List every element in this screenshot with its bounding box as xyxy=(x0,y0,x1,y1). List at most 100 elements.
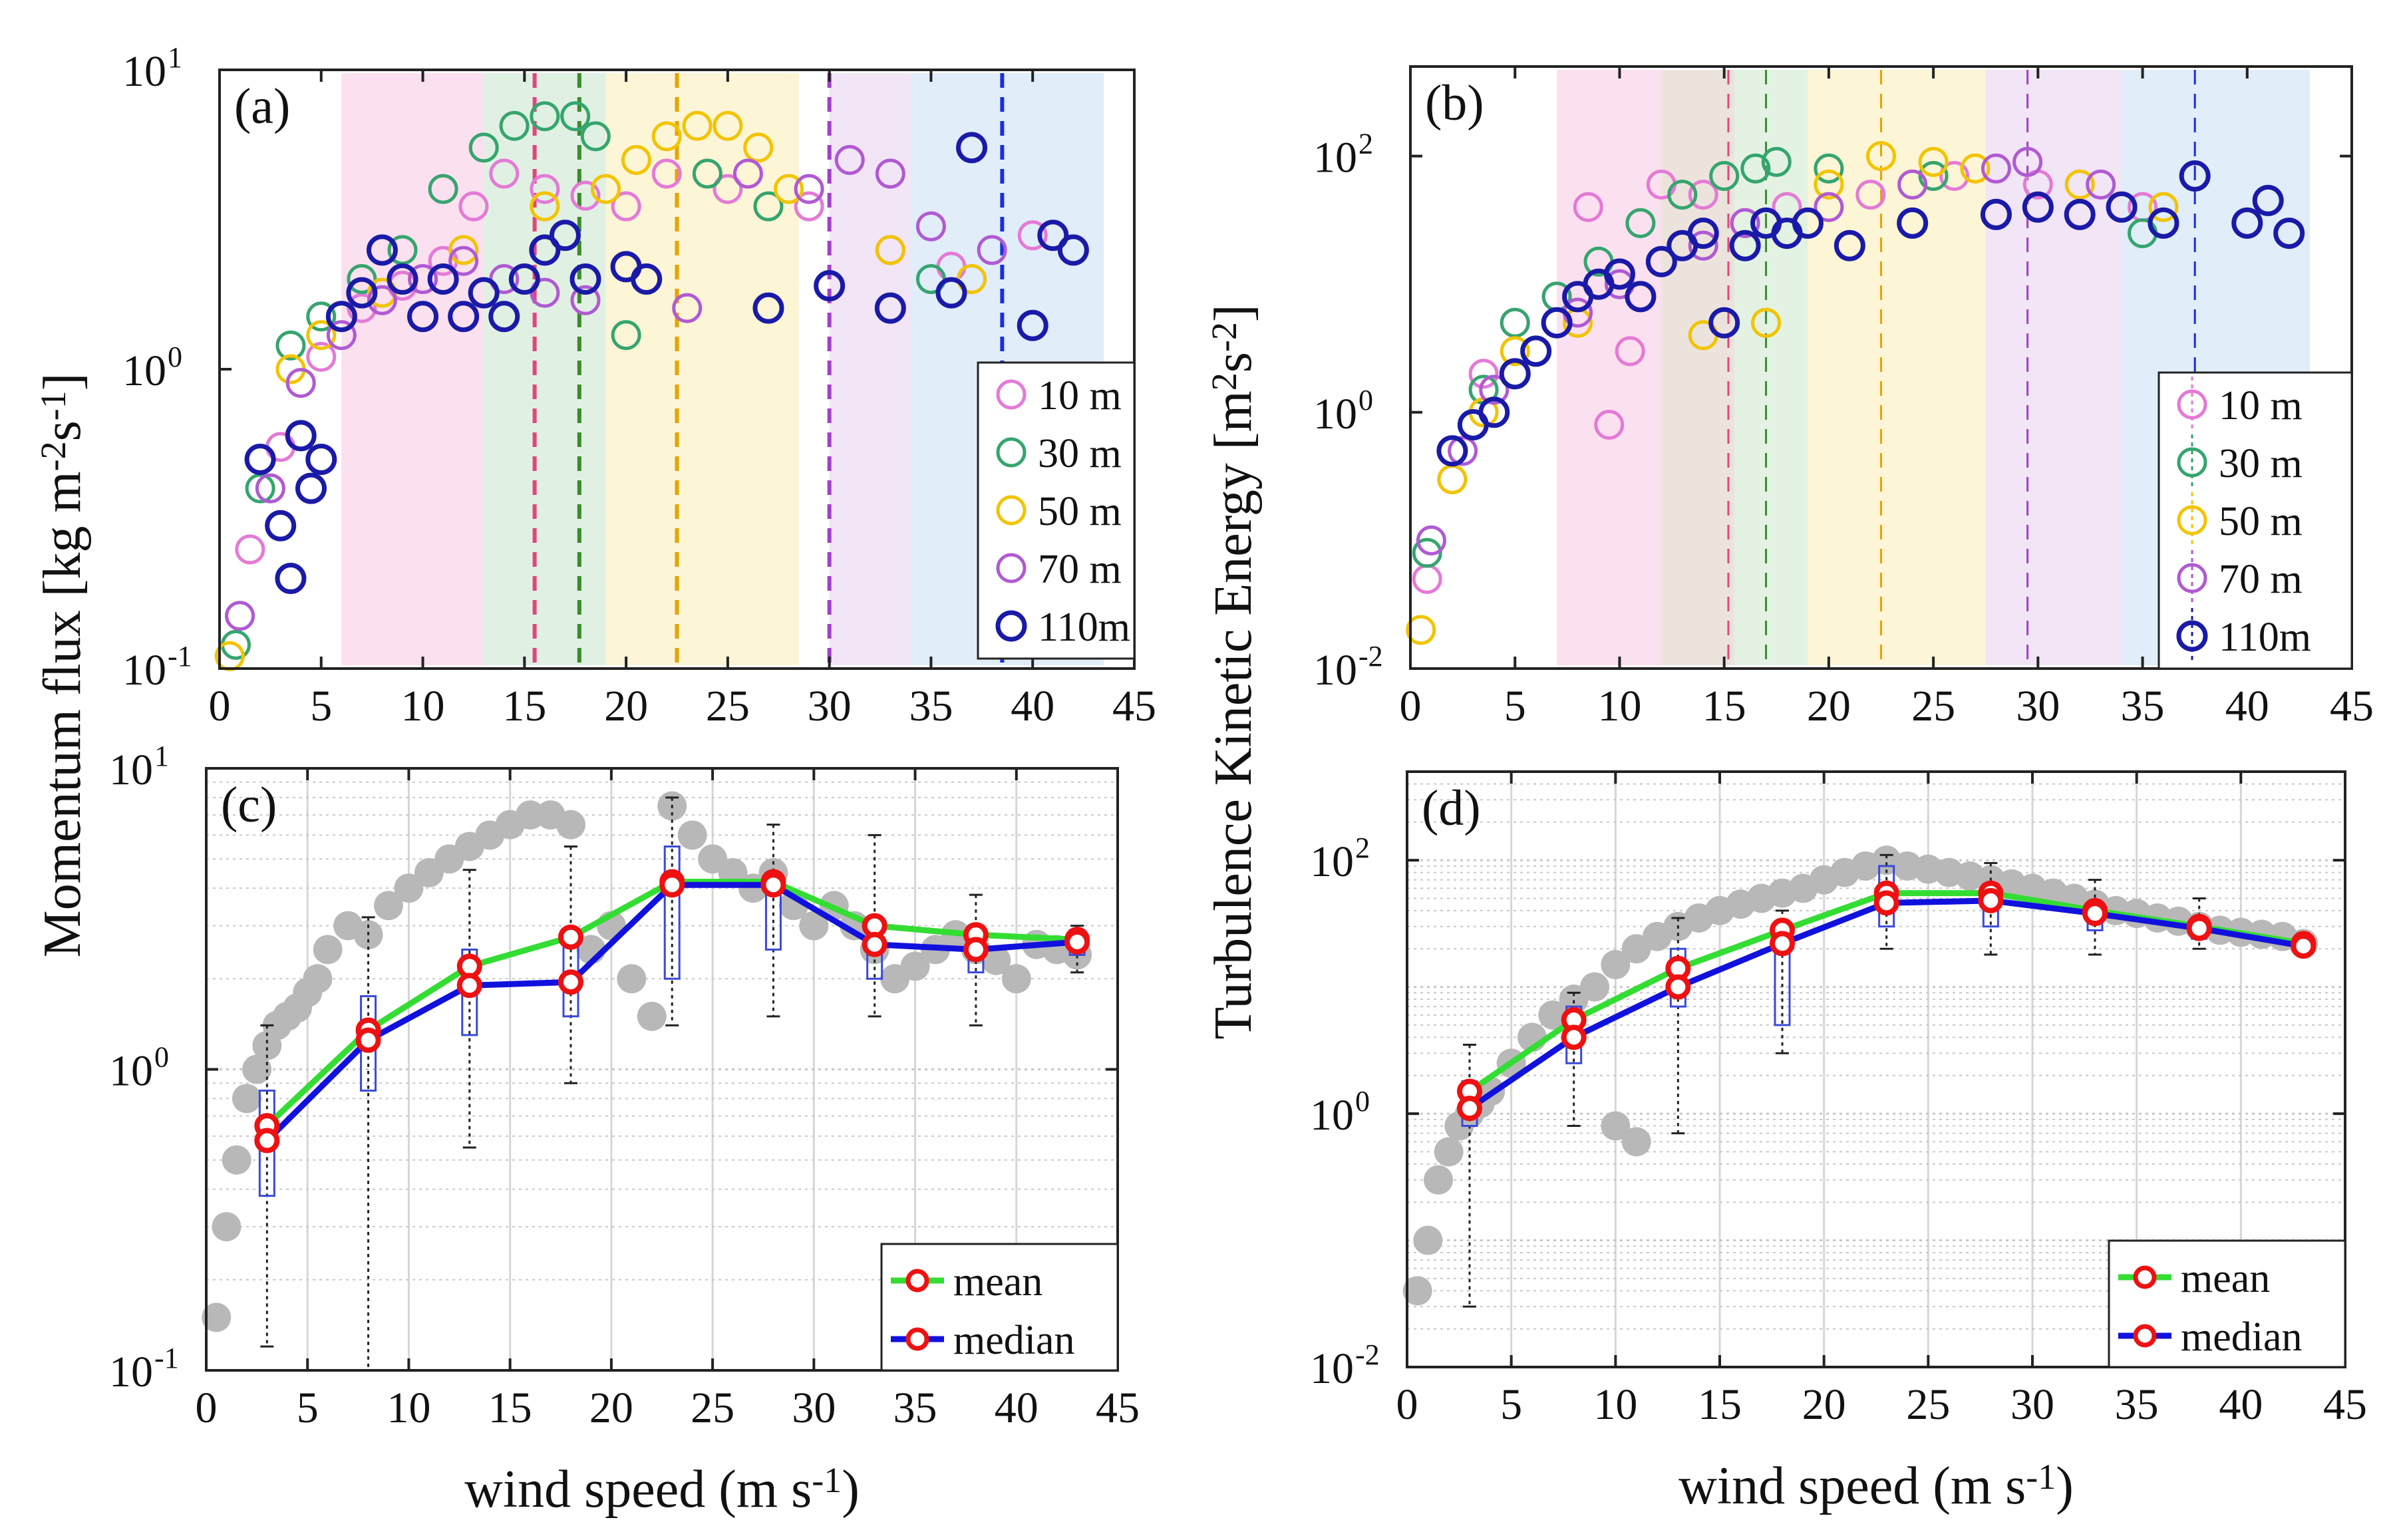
axes-frame xyxy=(1409,65,2353,670)
y-tick-base: 10 xyxy=(122,347,166,395)
y-tick-base: 10 xyxy=(122,646,166,694)
y-tick-exponent: -2 xyxy=(1355,1338,1380,1371)
x-axis-label-part: ) xyxy=(2056,1457,2074,1515)
legend-marker xyxy=(905,1269,929,1293)
data-point xyxy=(394,873,424,903)
data-point xyxy=(212,1212,241,1242)
legend-label: mean xyxy=(953,1259,1042,1305)
data-point xyxy=(774,174,804,204)
series-marker-median xyxy=(254,1128,280,1154)
data-point xyxy=(956,132,988,164)
data-point xyxy=(799,911,829,941)
data-point xyxy=(570,180,601,211)
data-point xyxy=(1814,192,1844,222)
series-marker-median xyxy=(862,931,887,957)
data-point xyxy=(1057,234,1089,266)
data-point xyxy=(367,285,397,315)
legend-label: 30 m xyxy=(2219,441,2303,486)
data-point xyxy=(1792,207,1824,239)
legend-marker xyxy=(996,379,1027,410)
x-tick-label: 5 xyxy=(310,682,332,730)
data-point xyxy=(2022,191,2054,223)
data-point xyxy=(1037,220,1069,251)
shaded-band xyxy=(1734,70,1808,665)
x-tick-label: 35 xyxy=(2115,1380,2159,1429)
x-tick-label: 20 xyxy=(604,682,648,730)
data-point xyxy=(672,293,703,323)
data-point xyxy=(448,235,479,265)
shaded-band xyxy=(1661,70,1735,665)
shaded-band xyxy=(484,73,606,665)
x-axis-label: wind speed (m s-1) xyxy=(464,1460,860,1519)
y-axis-label-part: s xyxy=(33,420,92,441)
data-point xyxy=(232,1084,261,1114)
data-point xyxy=(2106,191,2138,223)
data-point xyxy=(2086,169,2116,200)
data-point xyxy=(1740,153,1771,184)
data-point xyxy=(1866,141,1896,172)
data-point xyxy=(305,443,337,475)
y-tick-base: 10 xyxy=(1313,134,1357,182)
y-axis-label-part: s xyxy=(1204,352,1263,373)
data-point xyxy=(1897,207,1929,239)
y-tick-base: 10 xyxy=(1310,1344,1354,1393)
data-point xyxy=(1413,1225,1443,1255)
data-point xyxy=(611,191,641,222)
data-point xyxy=(2012,146,2043,177)
y-tick-label: 10 0 xyxy=(1313,384,1373,438)
legend-label: median xyxy=(2181,1314,2303,1360)
data-point xyxy=(285,368,316,398)
x-axis-label-part: wind speed (m s xyxy=(1678,1457,2026,1515)
data-point xyxy=(1939,160,1970,191)
y-tick-label: 10 1 xyxy=(109,740,169,794)
data-point xyxy=(692,158,722,189)
data-point xyxy=(915,211,946,241)
data-point xyxy=(834,144,865,175)
data-point xyxy=(1448,436,1478,466)
data-point xyxy=(347,293,377,323)
data-point xyxy=(366,234,398,266)
data-point xyxy=(1709,160,1740,191)
data-point xyxy=(1412,538,1442,568)
x-tick-label: 15 xyxy=(1702,682,1746,730)
data-point xyxy=(468,132,499,163)
data-point xyxy=(374,891,403,921)
data-point xyxy=(1520,335,1552,367)
data-point xyxy=(637,1001,667,1031)
data-point xyxy=(313,935,343,965)
data-point xyxy=(560,101,591,132)
data-point xyxy=(1814,153,1844,184)
data-point xyxy=(325,301,357,333)
box-body xyxy=(663,845,681,980)
series-marker-median xyxy=(2186,915,2212,941)
data-point xyxy=(713,110,743,141)
data-point xyxy=(981,945,1011,975)
data-point xyxy=(752,292,784,324)
x-tick-label: 10 xyxy=(1593,1380,1637,1429)
x-tick-label: 5 xyxy=(1504,682,1526,730)
y-axis-label-superscript: -2 xyxy=(33,441,73,471)
data-point xyxy=(1814,169,1844,200)
y-tick-exponent: -1 xyxy=(154,1342,179,1374)
data-point xyxy=(1981,153,2011,184)
shaded-band xyxy=(1557,70,1662,665)
data-point xyxy=(1017,220,1048,251)
y-tick-exponent: 1 xyxy=(168,41,182,74)
series-marker-median xyxy=(2082,901,2108,927)
x-tick-label: 35 xyxy=(2121,682,2165,730)
y-tick-label: 10 1 xyxy=(122,41,182,96)
axes-frame xyxy=(1406,770,2346,1368)
data-point xyxy=(1730,208,1760,238)
legend: 10 m 30 m 50 m 70 m 110m xyxy=(977,361,1136,660)
data-point xyxy=(631,263,663,295)
data-point xyxy=(1667,180,1698,210)
data-point xyxy=(713,174,743,204)
data-point xyxy=(569,263,601,295)
data-point xyxy=(387,235,418,265)
data-point xyxy=(2148,192,2179,222)
data-point xyxy=(387,263,418,295)
panel-label: (d) xyxy=(1422,780,1481,836)
y-tick-label: 10 0 xyxy=(109,1041,169,1096)
